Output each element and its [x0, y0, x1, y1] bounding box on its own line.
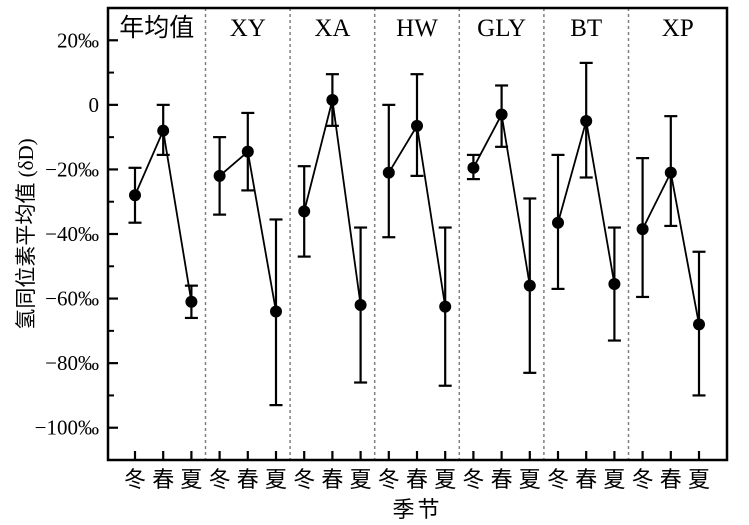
y-tick-label: −60‰ — [45, 287, 99, 311]
x-season-label: 夏 — [434, 467, 456, 492]
x-season-label: 冬 — [547, 467, 569, 492]
data-point — [439, 300, 452, 313]
data-point — [636, 223, 649, 236]
x-season-label: 冬 — [124, 467, 146, 492]
x-season-label: 冬 — [209, 467, 231, 492]
x-season-label: 冬 — [632, 467, 654, 492]
x-season-label: 春 — [660, 467, 682, 492]
x-season-label: 夏 — [688, 467, 710, 492]
panel-BT: BT — [551, 15, 621, 342]
y-tick-label: 20‰ — [57, 28, 99, 52]
panel-XA: XA — [297, 15, 368, 384]
data-point — [382, 166, 395, 179]
data-point — [580, 115, 593, 127]
panel-label: 年均值 — [119, 14, 194, 42]
data-point — [354, 299, 367, 312]
x-season-label: 春 — [152, 467, 174, 492]
x-season-label: 冬 — [462, 467, 484, 492]
panel-HW: HW — [382, 15, 452, 387]
x-season-label: 冬 — [378, 467, 400, 492]
x-season-label: 夏 — [603, 467, 625, 492]
panel-年均值: 年均值 — [119, 14, 198, 320]
x-season-label: 春 — [237, 467, 259, 492]
y-tick-label: −20‰ — [45, 157, 99, 181]
data-point — [326, 94, 339, 107]
y-axis-title: 氢同位素平均值 (δD) — [14, 138, 38, 330]
data-point — [467, 161, 480, 174]
data-point — [270, 305, 282, 318]
x-season-label: 春 — [491, 467, 513, 492]
panel-label: HW — [396, 15, 438, 42]
panel-label: XP — [662, 15, 694, 42]
data-point — [693, 318, 705, 331]
x-season-label: 夏 — [519, 467, 541, 492]
data-point — [129, 189, 141, 202]
x-season-label: 夏 — [265, 467, 287, 492]
data-point — [185, 295, 198, 308]
data-point — [157, 124, 170, 137]
panel-label: XA — [314, 15, 350, 42]
data-point — [411, 119, 423, 132]
y-tick-label: −80‰ — [45, 351, 99, 375]
data-point — [523, 279, 536, 292]
data-point — [552, 216, 564, 229]
data-point — [213, 169, 226, 182]
data-point — [241, 145, 254, 158]
x-season-label: 夏 — [180, 467, 202, 492]
panel-GLY: GLY — [466, 15, 537, 374]
y-tick-label: −100‰ — [35, 416, 99, 440]
x-season-label: 春 — [321, 467, 343, 492]
panel-label: XY — [230, 15, 266, 42]
x-axis-title: 季节 — [392, 497, 443, 522]
data-point — [298, 205, 311, 218]
x-season-label: 春 — [575, 467, 597, 492]
panel-label: BT — [570, 15, 602, 42]
y-tick-label: −40‰ — [45, 222, 99, 246]
series-line — [134, 127, 193, 302]
series-line — [303, 99, 362, 306]
x-season-label: 冬 — [293, 467, 315, 492]
panel-XP: XP — [636, 15, 706, 397]
y-tick-label: 0 — [89, 93, 100, 117]
plot-frame — [106, 6, 729, 462]
data-point — [495, 108, 508, 121]
panel-label: GLY — [477, 15, 526, 42]
x-season-label: 夏 — [350, 467, 372, 492]
x-season-label: 春 — [406, 467, 428, 492]
data-point — [608, 278, 621, 291]
data-point — [664, 166, 677, 179]
panel-XY: XY — [213, 15, 283, 407]
